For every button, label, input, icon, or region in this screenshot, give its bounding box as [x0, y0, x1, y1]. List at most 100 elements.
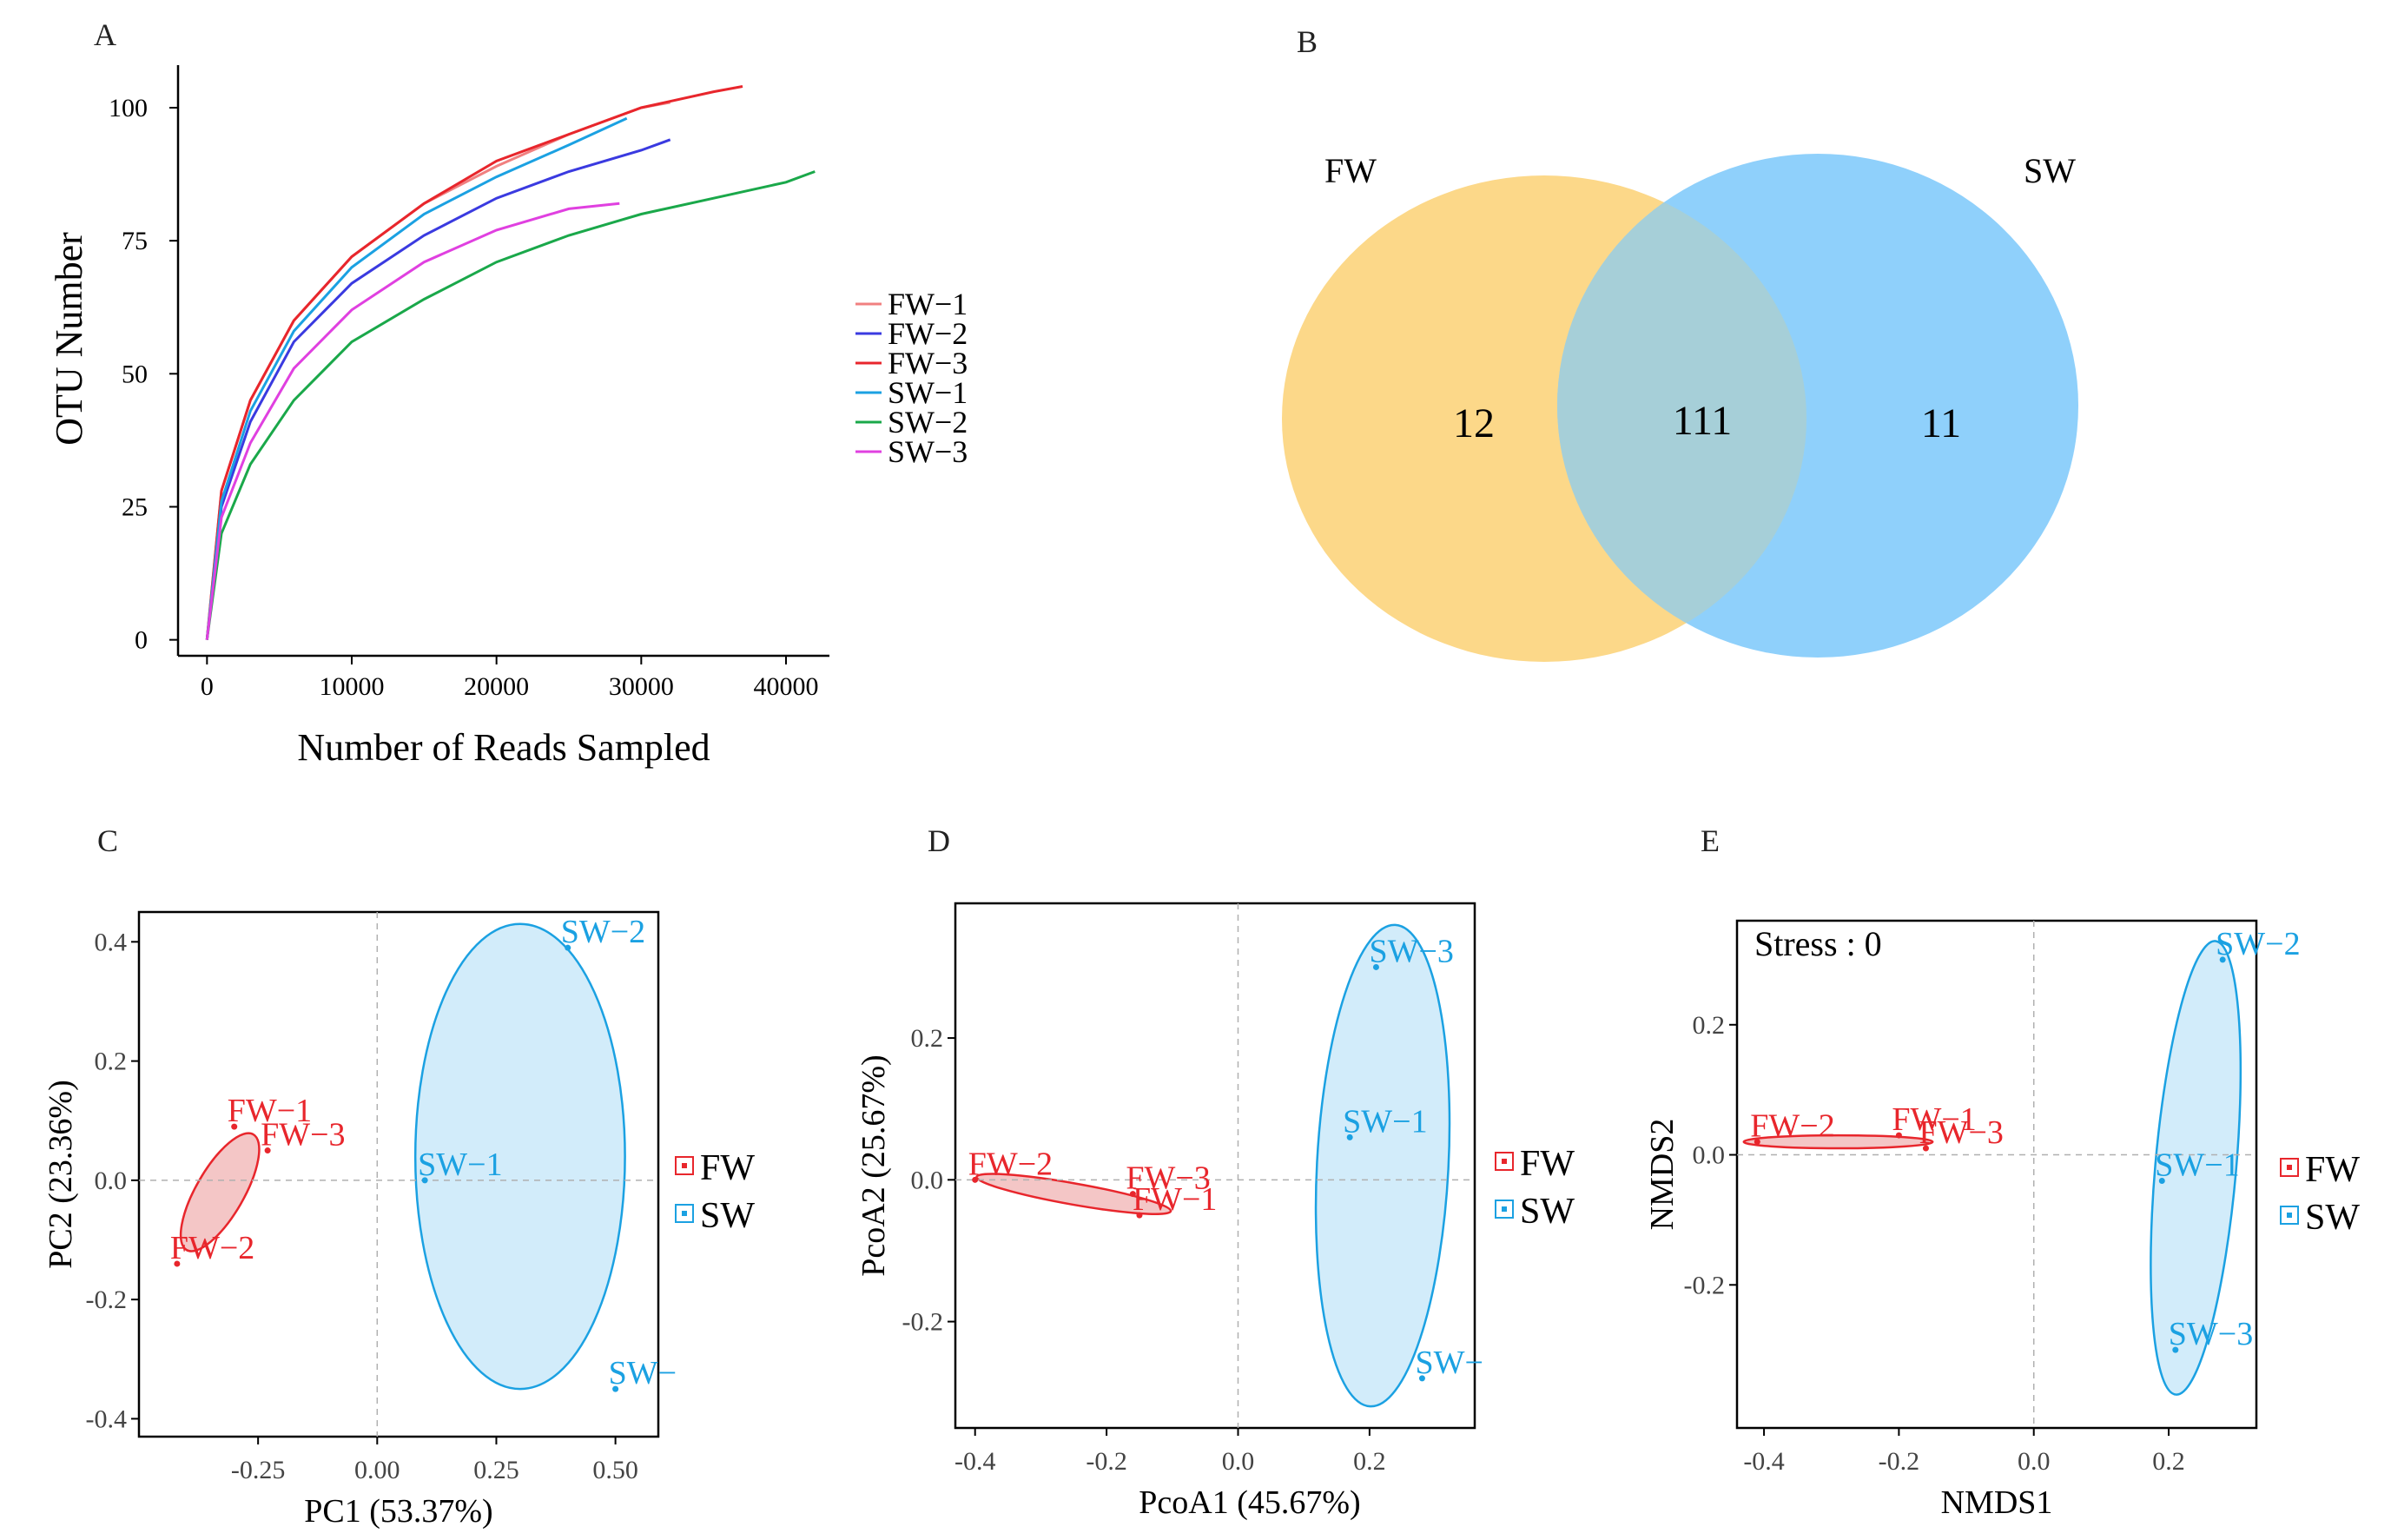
legend-swatch-dot: [2287, 1165, 2292, 1170]
legend-label: FW−1: [888, 287, 968, 321]
sample-point: [174, 1260, 181, 1267]
sample-point: [1346, 1134, 1353, 1140]
axis-ticks: -0.4 -0.2 0.0 0.2 -0.2 0.0 0.2: [1684, 1011, 2185, 1476]
x-tick-label: 20000: [464, 672, 529, 701]
axis-ticks: -0.25 0.00 0.25 0.50 -0.4 -0.2 0.0 0.2 0.4: [86, 928, 638, 1484]
sample-point: [421, 1177, 428, 1184]
axis-ticks: 0 10000 20000 30000 40000 0 25 50 75 100: [109, 94, 819, 701]
sample-label: SW−1: [2155, 1147, 2239, 1183]
sample-label: FW−3: [261, 1117, 345, 1153]
panel-d-pcoa-plot: D FW−2 FW−3FW−1 SW−3 SW−1 SW− -0.4 -0.2 0.0 0.2…: [855, 823, 1575, 1521]
sample-label: FW−1: [228, 1093, 312, 1129]
x-axis-label: PcoA1 (45.67%): [1139, 1484, 1360, 1521]
y-tick-label: -0.2: [86, 1286, 128, 1314]
legend-label: FW: [700, 1148, 755, 1188]
y-axis-label: NMDS2: [1644, 1119, 1681, 1231]
legend-label: FW: [1520, 1144, 1575, 1184]
confidence-ellipse-fw: [975, 1173, 1172, 1216]
x-tick-label: -0.4: [954, 1447, 996, 1476]
reference-lines: [139, 912, 658, 1437]
x-tick-label: 0.0: [2018, 1447, 2051, 1476]
legend-label: SW−3: [888, 434, 968, 469]
sample-label: FW−1: [1892, 1101, 1976, 1138]
y-tick-label: -0.2: [902, 1308, 944, 1337]
legend-swatch-dot: [1502, 1159, 1507, 1164]
confidence-ellipses: [975, 923, 1451, 1408]
axis-ticks: -0.4 -0.2 0.0 0.2 -0.2 0.0 0.2: [902, 1024, 1386, 1476]
x-tick-label: 0.25: [473, 1456, 519, 1484]
series-line: [205, 116, 628, 640]
confidence-ellipse-sw: [413, 922, 626, 1391]
sample-label: FW−2: [968, 1146, 1053, 1182]
y-tick-label: 25: [122, 492, 148, 521]
y-tick-label: 75: [122, 227, 148, 255]
series-line: [205, 138, 671, 640]
x-axis-label: Number of Reads Sampled: [297, 726, 710, 769]
legend-label: SW: [2305, 1198, 2360, 1238]
x-tick-label: 40000: [754, 672, 819, 701]
sample-point: [2219, 956, 2226, 963]
sample-points: FW−1FW−3 FW−2 SW−2 SW−1 SW−: [170, 914, 677, 1392]
series-line: [205, 202, 620, 640]
sample-label: SW−2: [561, 914, 645, 950]
confidence-ellipse-fw: [1742, 1134, 1934, 1150]
legend-label: FW−2: [888, 316, 968, 351]
sample-label: FW−2: [170, 1230, 254, 1266]
sample-point: [2158, 1177, 2165, 1184]
sample-label: SW−: [1415, 1345, 1483, 1381]
venn-set-label-sw: SW: [2024, 151, 2076, 190]
x-tick-label: 0.50: [592, 1456, 638, 1484]
legend-swatch: [1495, 1152, 1514, 1171]
confidence-ellipse-sw: [1314, 923, 1451, 1408]
sample-point: [612, 1385, 619, 1392]
x-tick-label: -0.2: [1879, 1447, 1920, 1476]
sample-label: SW−2: [2216, 926, 2300, 962]
sample-point: [1922, 1145, 1929, 1152]
y-tick-label: 0.2: [1693, 1011, 1726, 1040]
y-axis-label: OTU Number: [48, 232, 90, 446]
legend-swatch: [2280, 1206, 2299, 1225]
sample-label: FW−3: [1126, 1160, 1210, 1197]
sample-label: SW−3: [2169, 1316, 2253, 1352]
sample-label: FW−1: [1133, 1181, 1217, 1218]
legend-label: SW−1: [888, 375, 968, 410]
sample-point: [1754, 1139, 1760, 1146]
plot-frame: [1735, 919, 2258, 1430]
y-tick-label: -0.4: [86, 1405, 128, 1433]
y-tick-label: -0.2: [1684, 1271, 1726, 1299]
y-tick-label: 50: [122, 360, 148, 388]
x-tick-label: -0.25: [231, 1456, 286, 1484]
y-axis-label: PcoA2 (25.67%): [855, 1054, 892, 1276]
legend-swatch: [1495, 1200, 1514, 1219]
y-tick-label: 0.2: [95, 1048, 128, 1076]
legend-label: FW: [2305, 1150, 2360, 1190]
venn-set-label-fw: FW: [1324, 151, 1377, 190]
legend: FW SW: [1495, 1144, 1575, 1232]
legend-swatch-dot: [682, 1163, 687, 1168]
sample-label: FW−2: [1750, 1108, 1834, 1145]
x-tick-label: 0: [201, 672, 214, 701]
y-tick-label: 0.0: [95, 1167, 128, 1195]
panel-e-nmds-plot: E FW−2 FW−1FW−3 SW−2 SW−1 SW−3 -0.4 -0.2 0.0 0.…: [1644, 823, 2360, 1521]
x-tick-label: 0.2: [1353, 1447, 1386, 1476]
legend-swatch: [2280, 1158, 2299, 1177]
x-axis-label: PC1 (53.37%): [304, 1493, 492, 1530]
rarefaction-series-group: [205, 85, 816, 640]
series-line: [205, 170, 816, 640]
y-axis-label: PC2 (23.36%): [43, 1080, 79, 1268]
sample-point: [1129, 1191, 1136, 1198]
panel-label-c: C: [97, 823, 118, 858]
legend-swatch: [675, 1204, 694, 1223]
legend-label: SW−2: [888, 405, 968, 440]
y-tick-label: 0.0: [911, 1166, 944, 1194]
panel-label-b: B: [1297, 24, 1318, 59]
sample-point: [1895, 1132, 1902, 1139]
sample-label: SW−3: [1369, 933, 1453, 969]
y-tick-label: 0.0: [1693, 1141, 1726, 1170]
sample-point: [972, 1176, 979, 1183]
legend-swatch-dot: [1502, 1206, 1507, 1212]
sample-point: [264, 1147, 271, 1154]
sample-label: SW−1: [1343, 1103, 1427, 1140]
legend-swatch: [675, 1156, 694, 1175]
x-tick-label: 30000: [609, 672, 674, 701]
